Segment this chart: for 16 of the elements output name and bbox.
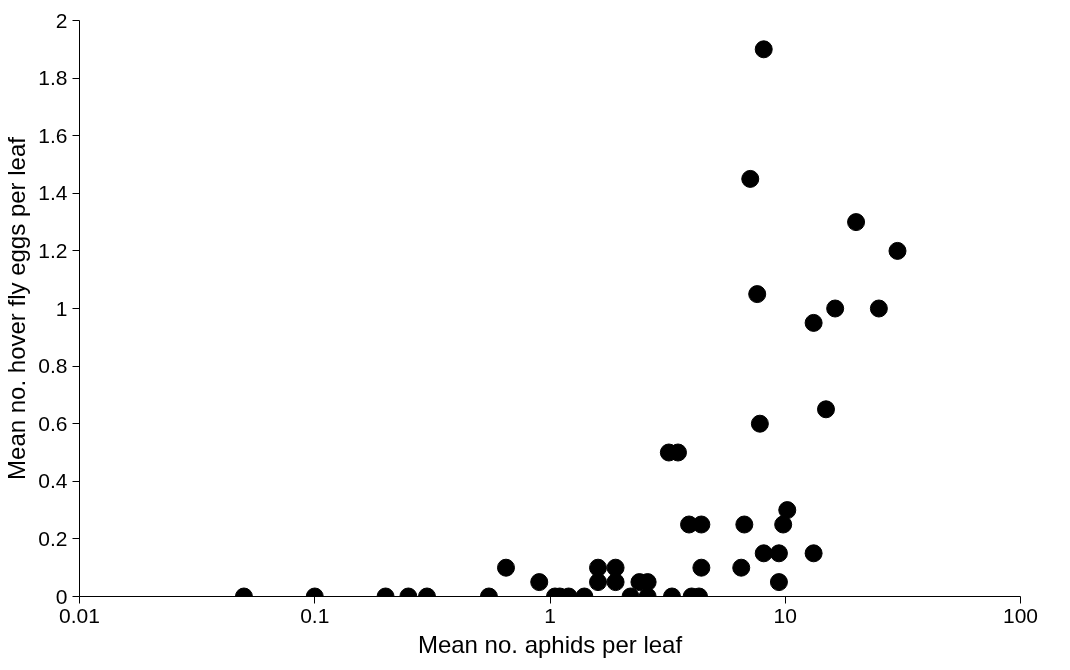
y-tick-label: 0.8: [38, 354, 68, 378]
x-tick-label: 10: [773, 603, 797, 627]
y-axis-title: Mean no. hover fly eggs per leaf: [3, 136, 31, 480]
y-tick-label: 1: [55, 296, 68, 320]
y-tick-label: 0.6: [38, 411, 68, 435]
x-tick-label: 1: [544, 603, 556, 627]
x-tick-label: 100: [1002, 603, 1039, 627]
y-tick-label: 1.6: [38, 123, 68, 147]
y-tick-label: 0.2: [38, 526, 68, 550]
y-tick-label: 1.4: [38, 181, 68, 205]
y-tick-label: 1.8: [38, 66, 68, 90]
y-tick-label: 0.4: [38, 469, 68, 493]
x-axis-title: Mean no. aphids per leaf: [417, 630, 683, 658]
x-tick-label: 0.1: [300, 603, 330, 627]
y-tick-label: 2: [55, 8, 68, 32]
y-tick-label: 1.2: [38, 238, 68, 262]
